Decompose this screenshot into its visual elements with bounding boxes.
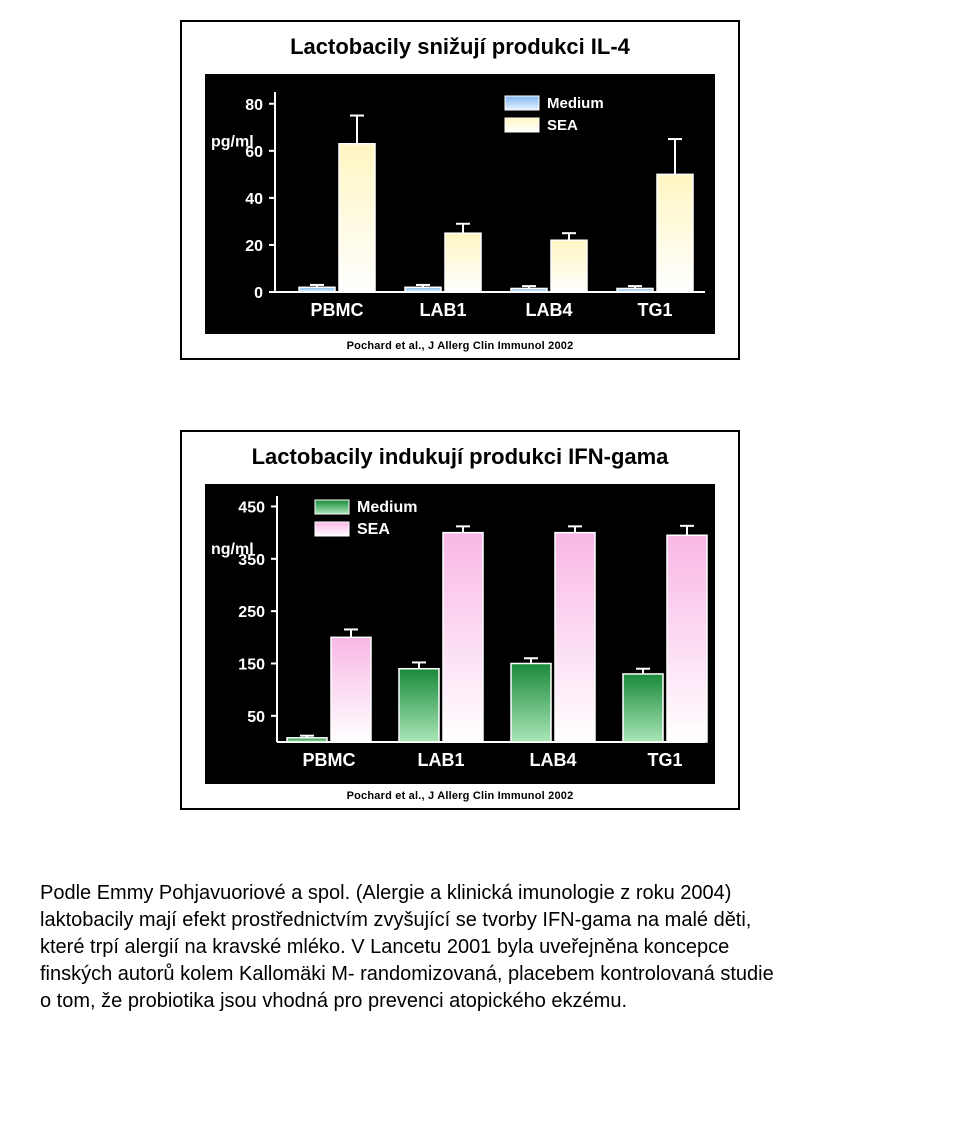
bar (511, 663, 551, 742)
figure-caption: Pochard et al., J Allerg Clin Immunol 20… (192, 790, 728, 802)
bar (339, 144, 375, 292)
bar (405, 287, 441, 292)
svg-text:50: 50 (247, 709, 265, 726)
plot-il4: 020406080pg/mlPBMCLAB1LAB4TG1MediumSEA (205, 74, 715, 334)
svg-text:LAB4: LAB4 (529, 750, 576, 770)
svg-text:20: 20 (245, 238, 263, 255)
svg-text:TG1: TG1 (637, 300, 672, 320)
bar (555, 533, 595, 742)
bar (657, 174, 693, 292)
svg-text:LAB1: LAB1 (419, 300, 466, 320)
figure-il4: Lactobacily snižují produkci IL-4 020406… (180, 20, 740, 360)
bar (511, 288, 547, 292)
bar (287, 738, 327, 742)
svg-text:PBMC: PBMC (311, 300, 364, 320)
svg-text:ng/ml: ng/ml (211, 541, 254, 558)
figure-caption: Pochard et al., J Allerg Clin Immunol 20… (192, 340, 728, 352)
svg-text:Medium: Medium (547, 95, 604, 112)
chart-svg: 020406080pg/mlPBMCLAB1LAB4TG1MediumSEA (205, 74, 715, 334)
figure-title: Lactobacily indukují produkci IFN-gama (192, 444, 728, 470)
bar (445, 233, 481, 292)
svg-text:LAB4: LAB4 (525, 300, 572, 320)
bar (331, 637, 371, 742)
bar (617, 288, 653, 292)
svg-text:80: 80 (245, 97, 263, 114)
svg-text:150: 150 (238, 656, 265, 673)
svg-text:SEA: SEA (547, 117, 578, 134)
bar (443, 533, 483, 742)
body-paragraph: Podle Emmy Pohjavuoriové a spol. (Alergi… (40, 880, 780, 1015)
bar (551, 240, 587, 292)
figure-title: Lactobacily snižují produkci IL-4 (192, 34, 728, 60)
bar (623, 674, 663, 742)
svg-text:0: 0 (254, 285, 263, 302)
svg-text:LAB1: LAB1 (417, 750, 464, 770)
svg-text:pg/ml: pg/ml (211, 134, 254, 151)
chart-svg: 50150250350450ng/mlPBMCLAB1LAB4TG1Medium… (205, 484, 715, 784)
bar (299, 287, 335, 292)
svg-text:250: 250 (238, 604, 265, 621)
plot-ifngama: 50150250350450ng/mlPBMCLAB1LAB4TG1Medium… (205, 484, 715, 784)
svg-text:TG1: TG1 (647, 750, 682, 770)
bar (399, 669, 439, 742)
svg-text:450: 450 (238, 499, 265, 516)
bar (667, 535, 707, 742)
svg-text:PBMC: PBMC (303, 750, 356, 770)
figure-ifngama: Lactobacily indukují produkci IFN-gama 5… (180, 430, 740, 810)
svg-text:SEA: SEA (357, 521, 390, 538)
svg-text:Medium: Medium (357, 499, 417, 516)
svg-text:40: 40 (245, 191, 263, 208)
